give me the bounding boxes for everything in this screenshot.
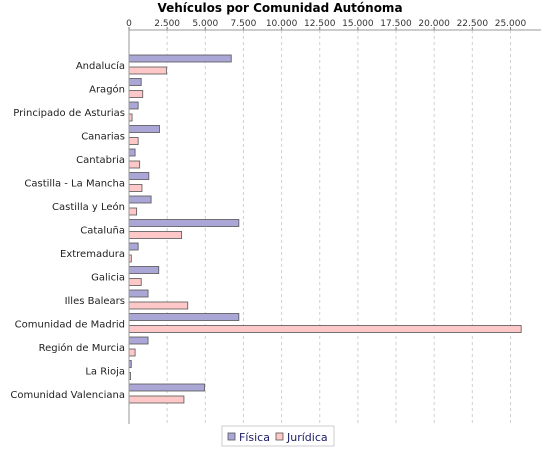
bar-fisica-extremadura: [128, 242, 139, 251]
bar-juridica-region-de-murcia: [128, 348, 136, 357]
bar-fisica-illes-balears: [128, 289, 149, 298]
x-tick-label: 22.500: [457, 19, 489, 29]
bar-juridica-comunidad-valenciana: [128, 395, 185, 404]
x-tick-label: 7.500: [231, 19, 257, 29]
bar-fisica-cataluna: [128, 219, 240, 227]
x-tick-label: 17.500: [380, 19, 412, 29]
bars: [128, 54, 522, 404]
bar-fisica-comunidad-valenciana: [128, 383, 205, 392]
legend-swatch-juridica: [275, 432, 284, 441]
bar-juridica-canarias: [128, 137, 139, 145]
bar-juridica-comunidad-de-madrid: [128, 325, 522, 333]
grid-lines: [166, 30, 511, 424]
category-labels: Andalucía Aragón Principado de Asturias Can…: [10, 60, 125, 401]
category-label-comunidad-valenciana: Comunidad Valenciana: [10, 390, 125, 401]
bar-juridica-cantabria: [128, 160, 141, 169]
legend-swatch-fisica: [227, 432, 236, 441]
bar-juridica-galicia: [128, 278, 142, 286]
x-tick-label: 12.500: [304, 19, 336, 29]
category-label-galicia: Galicia: [91, 273, 125, 284]
x-tick-label: 10.000: [266, 19, 298, 29]
category-label-extremadura: Extremadura: [60, 249, 125, 260]
category-label-castilla-y-leon: Castilla y León: [52, 201, 125, 213]
x-tick-label: 2.500: [154, 19, 180, 29]
bar-juridica-aragon: [128, 90, 144, 98]
category-label-canarias: Canarias: [81, 132, 125, 143]
legend-label-juridica: Jurídica: [286, 431, 328, 444]
category-label-cantabria: Cantabria: [76, 155, 125, 166]
category-label-cataluna: Cataluña: [80, 226, 125, 237]
x-tick-label: 5.000: [192, 19, 218, 29]
bar-fisica-castilla-la-mancha: [128, 172, 150, 180]
bar-juridica-cataluna: [128, 231, 183, 239]
bar-juridica-castilla-la-mancha: [128, 184, 143, 192]
bar-juridica-andalucia: [128, 66, 167, 75]
bar-fisica-principado-de-asturias: [128, 101, 139, 110]
category-label-aragon: Aragón: [89, 84, 125, 96]
x-axis-ticks: 0 2.500 5.000 7.500 10.000 12.500 15.000 17.500…: [126, 19, 526, 30]
legend: Física Jurídica: [221, 425, 335, 447]
chart-title: Vehículos por Comunidad Autónoma: [157, 1, 402, 15]
legend-label-fisica: Física: [239, 431, 270, 444]
category-label-principado-de-asturias: Principado de Asturias: [13, 108, 125, 119]
bar-fisica-aragon: [128, 78, 142, 86]
bar-fisica-galicia: [128, 266, 160, 274]
category-label-comunidad-de-madrid: Comunidad de Madrid: [15, 320, 125, 331]
bar-fisica-castilla-y-leon: [128, 195, 152, 204]
bar-fisica-region-de-murcia: [128, 336, 149, 345]
category-label-la-rioja: La Rioja: [85, 367, 125, 378]
bar-fisica-canarias: [128, 125, 160, 133]
bar-juridica-illes-balears: [128, 301, 189, 310]
category-label-castilla-la-mancha: Castilla - La Mancha: [24, 179, 125, 190]
x-tick-label: 20.000: [418, 19, 450, 29]
x-tick-label: 15.000: [342, 19, 374, 29]
bar-fisica-andalucia: [128, 54, 232, 63]
category-label-region-de-murcia: Región de Murcia: [39, 342, 125, 354]
category-label-andalucia: Andalucía: [76, 60, 125, 72]
category-label-illes-balears: Illes Balears: [65, 296, 125, 307]
bar-fisica-cantabria: [128, 148, 136, 157]
x-tick-label: 25.000: [495, 19, 527, 29]
x-tick-label: 0: [126, 19, 132, 29]
bar-fisica-comunidad-de-madrid: [128, 313, 240, 321]
bar-juridica-castilla-y-leon: [128, 207, 138, 216]
